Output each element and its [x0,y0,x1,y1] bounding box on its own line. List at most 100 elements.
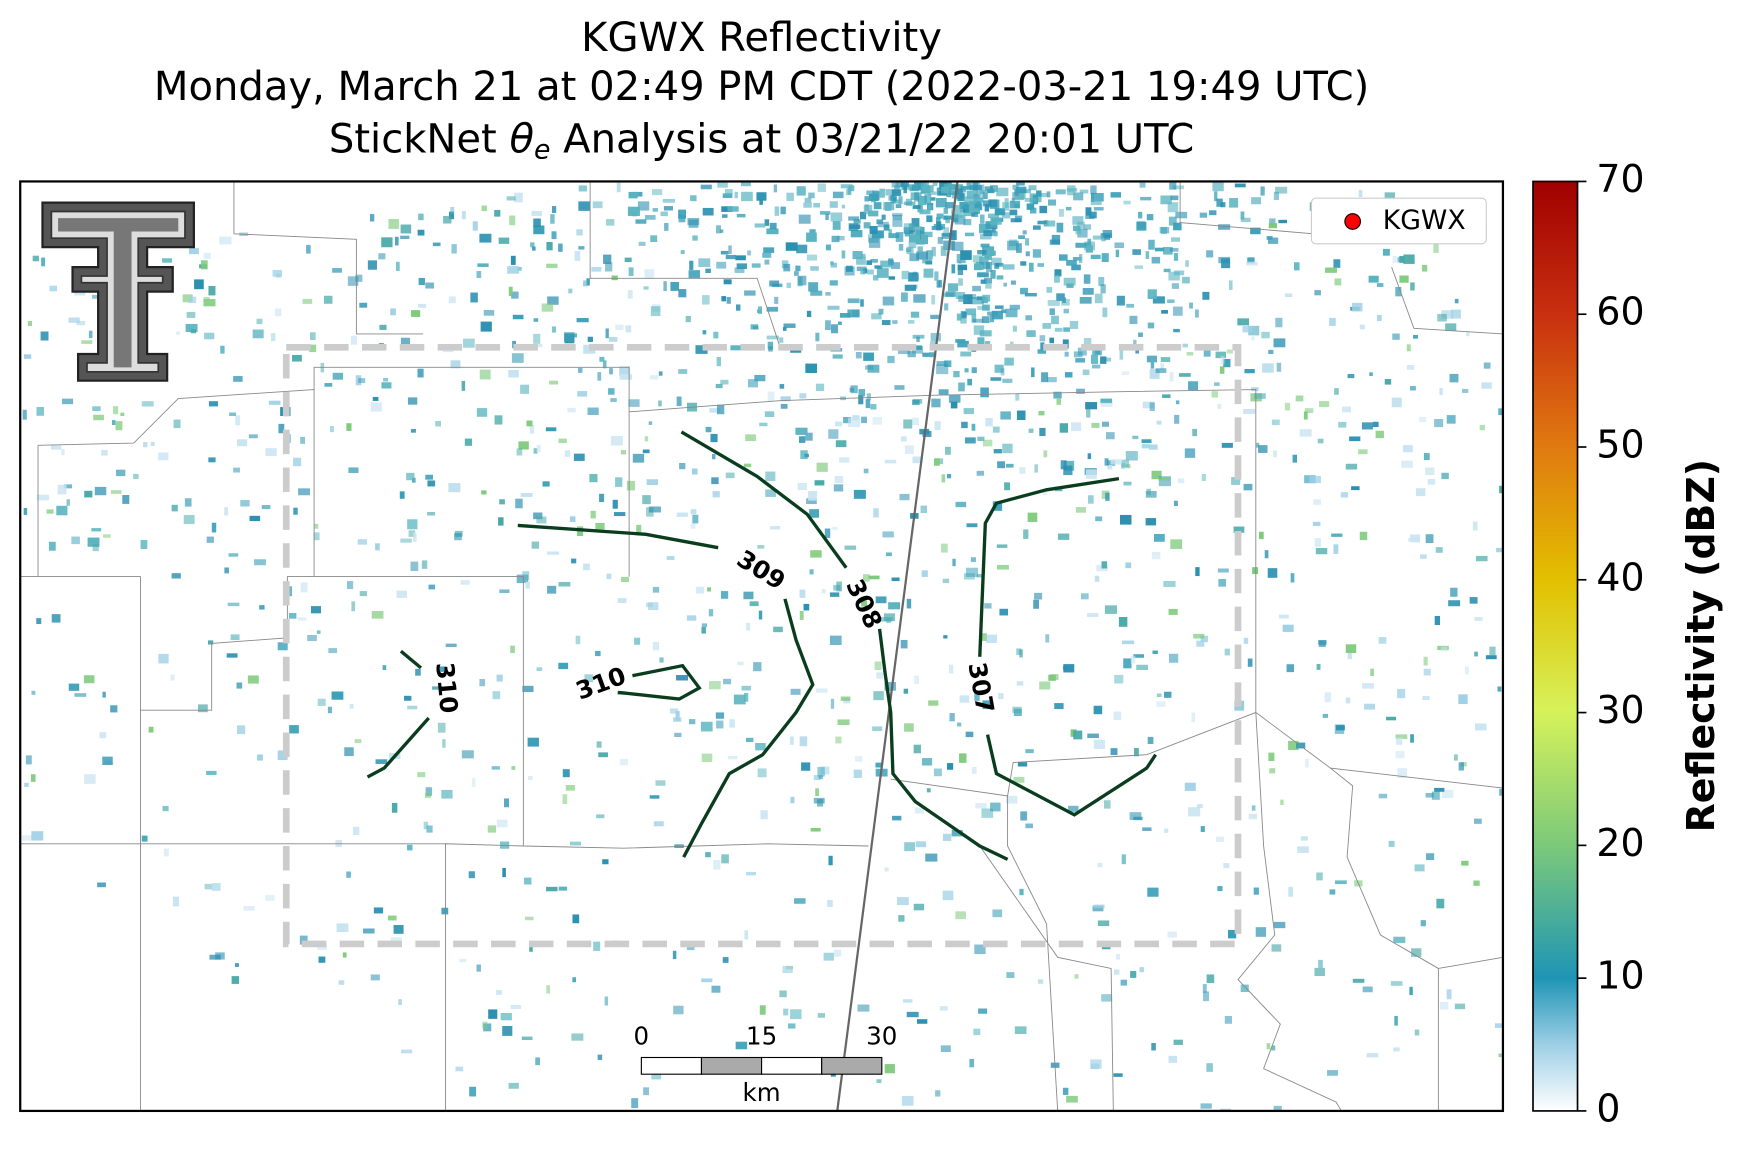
echo [256,318,263,325]
echo [418,213,424,221]
echo [944,303,949,311]
echo [650,235,658,242]
echo [1450,309,1461,319]
echo [874,265,883,269]
echo [872,416,883,425]
echo [1420,920,1426,927]
echo [628,191,638,199]
echo [783,1008,789,1016]
echo [960,315,967,324]
echo [914,274,919,280]
echo [701,978,713,983]
echo [663,206,673,211]
echo [652,586,660,593]
echo [1318,959,1323,968]
echo [424,793,431,798]
echo [741,685,751,691]
echo [698,258,711,268]
echo [971,297,984,305]
echo [977,306,988,311]
echo [990,269,996,279]
echo [985,279,992,289]
echo [972,318,984,323]
echo [888,276,895,280]
echo [830,261,834,266]
echo [1014,189,1026,200]
echo [1057,533,1070,540]
echo [570,841,582,846]
echo [966,182,971,190]
echo [1083,224,1092,230]
title-text: Analysis at 03/21/22 20:01 UTC [550,116,1194,162]
echo [829,201,838,208]
echo [1250,227,1261,235]
echo [949,713,955,722]
echo [410,429,416,433]
echo [658,371,663,376]
echo [535,1057,540,1066]
echo [568,288,573,294]
echo [428,584,435,590]
echo [735,255,746,261]
echo [754,223,766,228]
echo [825,244,832,251]
echo [1026,203,1035,210]
echo [834,476,844,484]
echo [767,341,774,350]
echo [828,855,833,866]
echo [61,448,65,456]
echo [806,498,817,505]
echo [1154,247,1165,252]
echo [653,821,664,827]
echo [398,999,402,1005]
echo [1271,1045,1276,1051]
echo [848,216,860,221]
echo [510,645,515,654]
echo [1067,185,1076,196]
echo [780,206,786,215]
echo [619,366,630,377]
echo [895,232,904,242]
echo [558,886,568,891]
echo [271,333,276,342]
echo [1059,423,1069,433]
echo [796,186,806,196]
echo [827,899,833,907]
echo [1069,320,1079,329]
echo [1231,477,1241,485]
echo [994,364,1004,373]
echo [987,189,995,194]
echo [597,1054,603,1060]
echo [203,253,211,260]
echo [987,213,1000,219]
echo [910,311,920,318]
echo [1039,335,1046,342]
echo [689,260,694,270]
echo [757,309,762,313]
echo [1189,302,1193,309]
echo [960,351,972,357]
echo [686,615,697,621]
echo [646,479,659,486]
echo [721,206,733,212]
echo [417,229,425,236]
echo [1168,1055,1178,1063]
echo [830,212,843,222]
echo [1063,308,1069,314]
echo [982,192,988,200]
echo [1029,207,1037,214]
echo [873,691,884,701]
echo [957,188,963,194]
echo [709,408,721,413]
echo [1100,284,1106,294]
echo [194,279,204,290]
echo [158,653,169,664]
radar-beam [836,181,959,1111]
echo [939,458,944,465]
echo [717,181,728,188]
echo [813,775,821,781]
echo [1406,344,1411,352]
echo [1064,351,1069,357]
echo [517,267,522,271]
echo [1098,276,1105,286]
